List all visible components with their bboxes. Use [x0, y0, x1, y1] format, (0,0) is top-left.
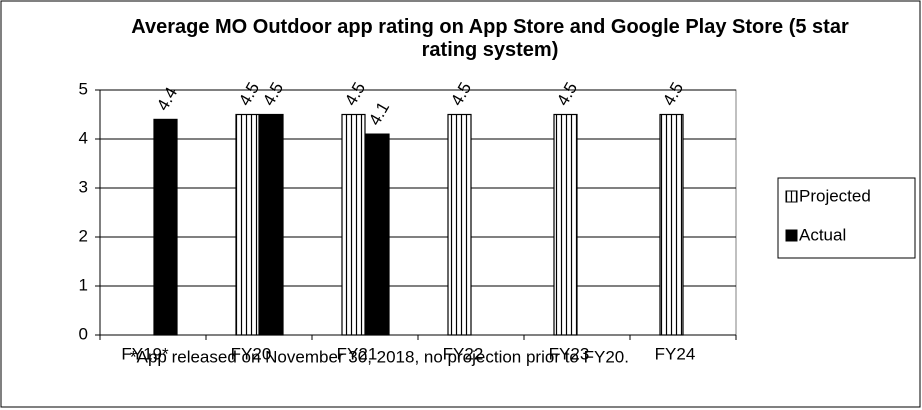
plot-area: [99, 89, 737, 336]
bar: [235, 113, 260, 336]
bar: [259, 113, 284, 336]
x-tick-label: FY21: [337, 344, 378, 363]
legend-label: Actual: [799, 225, 846, 244]
y-tick-label: 0: [79, 324, 88, 343]
y-tick-label: 4: [79, 128, 88, 147]
x-tick-label: FY22: [443, 344, 484, 363]
legend-label: Projected: [799, 186, 871, 205]
legend-marker: [785, 190, 798, 203]
chart-title: Average MO Outdoor app rating on App Sto…: [131, 16, 849, 61]
bar: [153, 118, 178, 336]
bar: [447, 113, 472, 336]
y-tick-label: 2: [79, 226, 88, 245]
y-tick-label: 1: [79, 275, 88, 294]
bar: [341, 113, 366, 336]
bar: [553, 113, 578, 336]
bar: [659, 113, 684, 336]
footnote: *App released on November 30, 2018, no p…: [130, 347, 629, 366]
x-tick-label: FY19*: [121, 344, 169, 363]
legend-marker: [785, 229, 798, 242]
x-tick-label: FY20: [231, 344, 272, 363]
y-tick-label: 3: [79, 177, 88, 196]
y-tick-label: 5: [79, 79, 88, 98]
legend-box: [777, 177, 916, 259]
x-tick-label: FY23: [549, 344, 590, 363]
bar: [365, 133, 390, 336]
x-tick-label: FY24: [655, 344, 696, 363]
